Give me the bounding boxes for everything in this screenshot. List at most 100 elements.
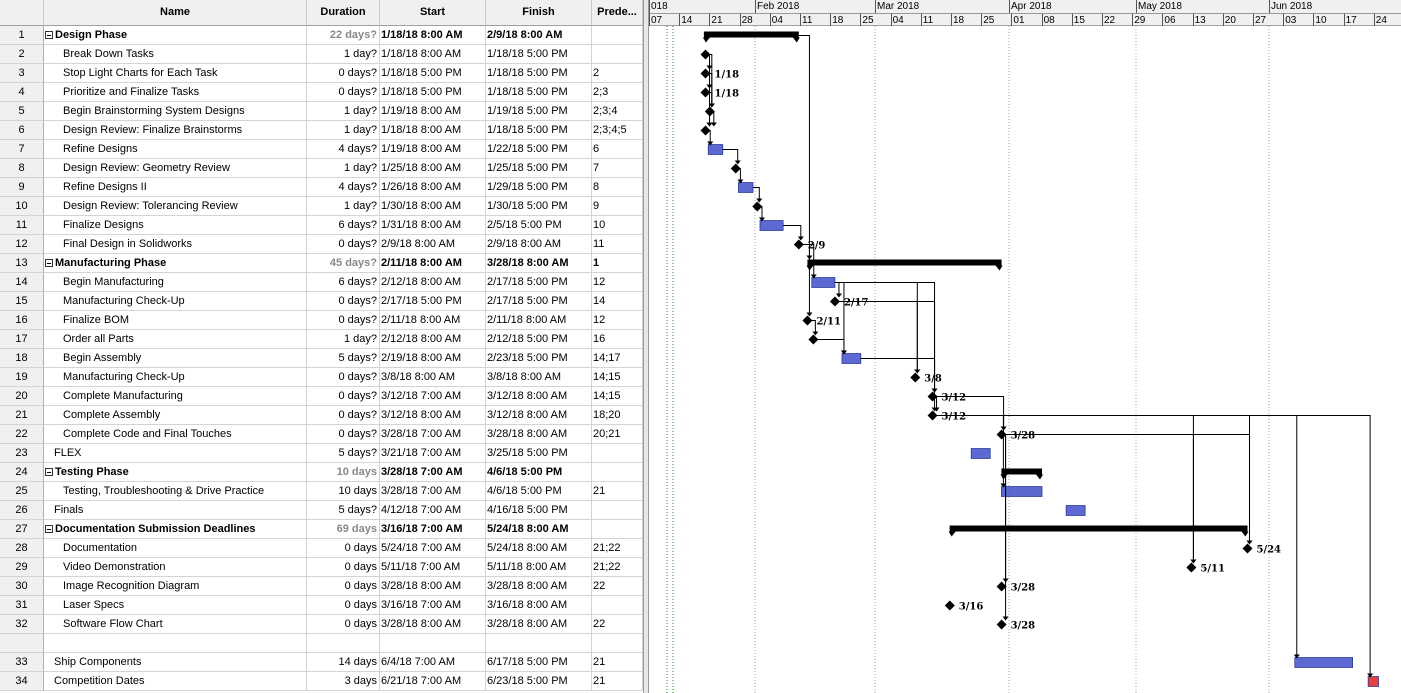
task-row[interactable]: 2 Break Down Tasks 1 day? 1/18/18 8:00 AM 1/… [0, 45, 643, 64]
column-header-duration[interactable]: Duration [307, 0, 380, 26]
task-name-cell[interactable]: Break Down Tasks [44, 45, 307, 64]
row-id-cell[interactable]: 8 [0, 159, 44, 178]
row-id-cell[interactable]: 18 [0, 349, 44, 368]
row-id-cell[interactable] [0, 634, 44, 653]
start-cell[interactable]: 3/28/18 8:00 AM [380, 615, 486, 634]
task-row[interactable]: 14 Begin Manufacturing 6 days? 2/12/18 8:00… [0, 273, 643, 292]
start-cell[interactable]: 1/18/18 5:00 PM [380, 64, 486, 83]
task-name-cell[interactable]: Finals [44, 501, 307, 520]
predecessors-cell[interactable] [592, 463, 643, 482]
row-id-cell[interactable]: 11 [0, 216, 44, 235]
duration-cell[interactable]: 4 days? [307, 140, 380, 159]
duration-cell[interactable]: 0 days? [307, 311, 380, 330]
start-cell[interactable]: 2/17/18 5:00 PM [380, 292, 486, 311]
start-cell[interactable]: 2/12/18 8:00 AM [380, 330, 486, 349]
row-id-cell[interactable]: 34 [0, 672, 44, 691]
predecessors-cell[interactable] [592, 596, 643, 615]
predecessors-cell[interactable]: 22 [592, 615, 643, 634]
start-cell[interactable]: 6/4/18 7:00 AM [380, 653, 486, 672]
predecessors-cell[interactable] [592, 444, 643, 463]
column-header-id[interactable] [0, 0, 44, 26]
duration-cell[interactable]: 0 days? [307, 368, 380, 387]
task-name-cell[interactable]: Prioritize and Finalize Tasks [44, 83, 307, 102]
task-name-cell[interactable]: Testing, Troubleshooting & Drive Practic… [44, 482, 307, 501]
task-row[interactable]: 4 Prioritize and Finalize Tasks 0 days? 1/1… [0, 83, 643, 102]
task-name-cell[interactable]: Order all Parts [44, 330, 307, 349]
row-id-cell[interactable]: 33 [0, 653, 44, 672]
finish-cell[interactable]: 1/22/18 5:00 PM [486, 140, 592, 159]
row-id-cell[interactable]: 13 [0, 254, 44, 273]
task-name-cell[interactable]: Design Review: Geometry Review [44, 159, 307, 178]
task-name-cell[interactable]: Complete Manufacturing [44, 387, 307, 406]
predecessors-cell[interactable]: 12 [592, 273, 643, 292]
task-row[interactable]: 33 Ship Components 14 days 6/4/18 7:00 AM 6/… [0, 653, 643, 672]
finish-cell[interactable]: 6/23/18 5:00 PM [486, 672, 592, 691]
start-cell[interactable]: 1/25/18 8:00 AM [380, 159, 486, 178]
task-name-cell[interactable]: Image Recognition Diagram [44, 577, 307, 596]
predecessors-cell[interactable]: 14;17 [592, 349, 643, 368]
task-name-cell[interactable]: Manufacturing Check-Up [44, 292, 307, 311]
task-row[interactable]: 15 Manufacturing Check-Up 0 days? 2/17/18 5… [0, 292, 643, 311]
column-header-predecessors[interactable]: Prede... [592, 0, 643, 26]
duration-cell[interactable]: 10 days [307, 482, 380, 501]
row-id-cell[interactable]: 22 [0, 425, 44, 444]
task-row[interactable]: 22 Complete Code and Final Touches 0 days?… [0, 425, 643, 444]
start-cell[interactable]: 3/12/18 7:00 AM [380, 387, 486, 406]
row-id-cell[interactable]: 9 [0, 178, 44, 197]
task-name-cell[interactable]: Stop Light Charts for Each Task [44, 64, 307, 83]
start-cell[interactable]: 3/8/18 8:00 AM [380, 368, 486, 387]
finish-cell[interactable]: 2/5/18 5:00 PM [486, 216, 592, 235]
predecessors-cell[interactable] [592, 520, 643, 539]
task-name-cell[interactable]: Complete Code and Final Touches [44, 425, 307, 444]
row-id-cell[interactable]: 16 [0, 311, 44, 330]
row-id-cell[interactable]: 1 [0, 26, 44, 45]
row-id-cell[interactable]: 30 [0, 577, 44, 596]
task-row[interactable]: 18 Begin Assembly 5 days? 2/19/18 8:00 AM 2/… [0, 349, 643, 368]
start-cell[interactable]: 5/24/18 7:00 AM [380, 539, 486, 558]
start-cell[interactable]: 3/16/18 7:00 AM [380, 520, 486, 539]
task-name-cell[interactable] [44, 634, 307, 653]
duration-cell[interactable]: 0 days [307, 615, 380, 634]
task-name-cell[interactable]: Refine Designs II [44, 178, 307, 197]
finish-cell[interactable]: 3/8/18 8:00 AM [486, 368, 592, 387]
task-row[interactable]: 6 Design Review: Finalize Brainstorms 1 da… [0, 121, 643, 140]
task-name-cell[interactable]: Finalize BOM [44, 311, 307, 330]
finish-cell[interactable]: 2/23/18 5:00 PM [486, 349, 592, 368]
finish-cell[interactable]: 5/11/18 8:00 AM [486, 558, 592, 577]
predecessors-cell[interactable]: 2;3;4 [592, 102, 643, 121]
row-id-cell[interactable]: 6 [0, 121, 44, 140]
task-name-cell[interactable]: FLEX [44, 444, 307, 463]
task-row[interactable]: 28 Documentation 0 days 5/24/18 7:00 AM 5/24… [0, 539, 643, 558]
duration-cell[interactable]: 0 days? [307, 83, 380, 102]
predecessors-cell[interactable]: 21 [592, 482, 643, 501]
start-cell[interactable]: 2/9/18 8:00 AM [380, 235, 486, 254]
task-row[interactable]: 29 Video Demonstration 0 days 5/11/18 7:00 … [0, 558, 643, 577]
start-cell[interactable]: 4/12/18 7:00 AM [380, 501, 486, 520]
column-header-name[interactable]: Name [44, 0, 307, 26]
row-id-cell[interactable]: 15 [0, 292, 44, 311]
finish-cell[interactable]: 1/29/18 5:00 PM [486, 178, 592, 197]
task-row[interactable]: 8 Design Review: Geometry Review 1 day? 1/2… [0, 159, 643, 178]
predecessors-cell[interactable]: 21 [592, 672, 643, 691]
finish-cell[interactable]: 2/12/18 5:00 PM [486, 330, 592, 349]
task-row[interactable]: 7 Refine Designs 4 days? 1/19/18 8:00 AM 1/2… [0, 140, 643, 159]
start-cell[interactable]: 1/19/18 8:00 AM [380, 102, 486, 121]
predecessors-cell[interactable]: 21;22 [592, 539, 643, 558]
task-row[interactable]: 12 Final Design in Solidworks 0 days? 2/9/1… [0, 235, 643, 254]
finish-cell[interactable]: 3/12/18 8:00 AM [486, 387, 592, 406]
finish-cell[interactable]: 1/18/18 5:00 PM [486, 83, 592, 102]
duration-cell[interactable]: 5 days? [307, 349, 380, 368]
predecessors-cell[interactable]: 2 [592, 64, 643, 83]
task-row[interactable] [0, 634, 643, 653]
duration-cell[interactable]: 5 days? [307, 444, 380, 463]
collapse-toggle-icon[interactable] [45, 31, 53, 39]
predecessors-cell[interactable]: 18;20 [592, 406, 643, 425]
predecessors-cell[interactable]: 10 [592, 216, 643, 235]
start-cell[interactable]: 1/31/18 8:00 AM [380, 216, 486, 235]
predecessors-cell[interactable]: 12 [592, 311, 643, 330]
task-row[interactable]: 9 Refine Designs II 4 days? 1/26/18 8:00 AM… [0, 178, 643, 197]
duration-cell[interactable]: 1 day? [307, 159, 380, 178]
start-cell[interactable]: 2/11/18 8:00 AM [380, 311, 486, 330]
start-cell[interactable]: 3/21/18 7:00 AM [380, 444, 486, 463]
row-id-cell[interactable]: 14 [0, 273, 44, 292]
